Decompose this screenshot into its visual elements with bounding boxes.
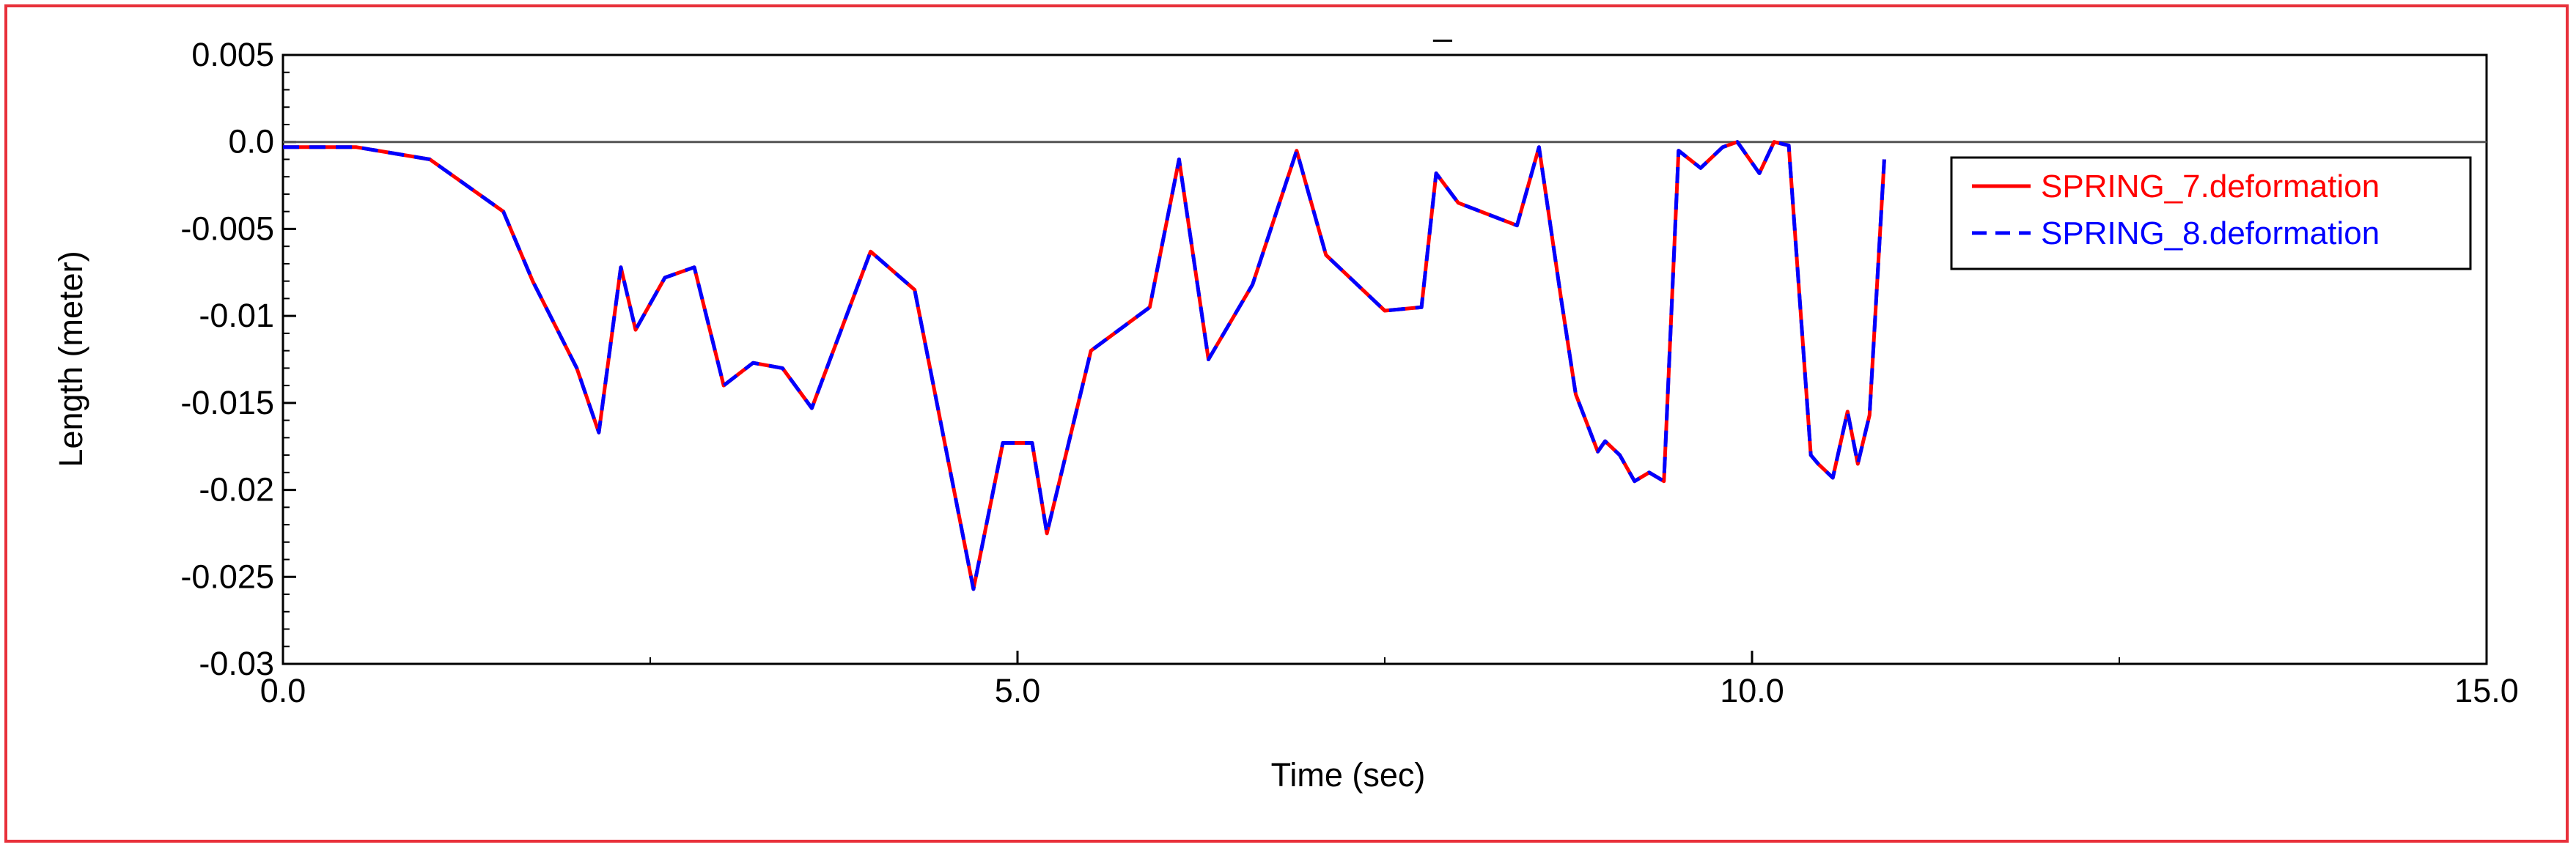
legend-box [1950,156,2472,270]
series-line-2 [283,140,1886,591]
x-tick-label: 15.0 [2454,672,2519,709]
y-axis-title: Length (meter) [52,251,89,467]
legend-label-2: SPRING_8.deformation [2041,215,2380,251]
y-tick-label: -0.03 [199,645,274,682]
x-tick-label: 10.0 [1720,672,1784,709]
plot-area [281,53,2488,665]
legend-label-1: SPRING_7.deformation [2041,169,2380,204]
y-tick-label: 0.005 [191,36,274,73]
y-tick-label: -0.005 [180,210,274,247]
legend: SPRING_7.deformation SPRING_8.deformation [1950,156,2472,270]
chart-title: _ [1432,5,1452,42]
y-axis: 0.005 0.0 -0.005 -0.01 -0.015 -0.02 -0.025 -0.0… [180,36,296,682]
y-tick-label: -0.01 [199,297,274,334]
y-tick-label: -0.025 [180,558,274,595]
x-tick-label: 0.0 [260,672,306,709]
x-tick-label: 5.0 [995,672,1041,709]
y-tick-label: 0.0 [228,123,274,160]
y-tick-label: -0.015 [180,384,274,421]
x-axis: 0.0 5.0 10.0 15.0 [260,651,2519,709]
series-layer [283,140,1886,591]
y-tick-label: -0.02 [199,471,274,509]
x-axis-title: Time (sec) [1271,756,1426,794]
